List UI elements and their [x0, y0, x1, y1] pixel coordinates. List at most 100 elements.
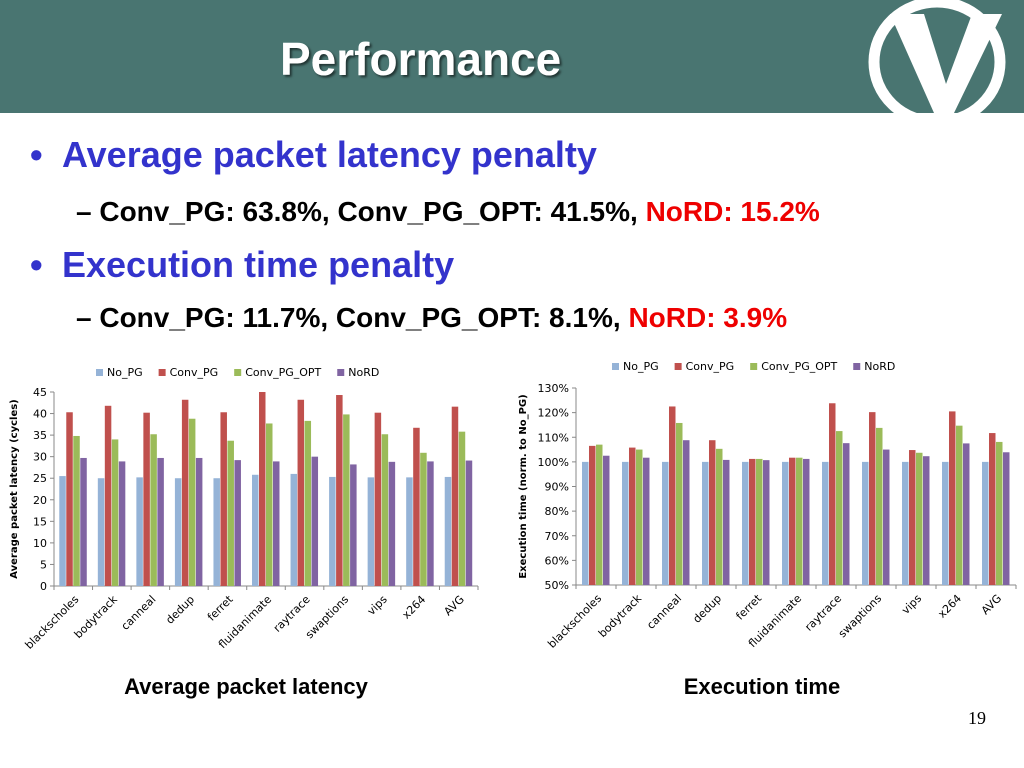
latency-bar-NoRD-fluidanimate [273, 461, 280, 586]
latency-legend-swatch-3 [337, 369, 345, 376]
exectime-y-tick-label: 90% [545, 481, 569, 494]
exectime-legend-label-2: Conv_PG_OPT [761, 360, 837, 373]
sub-bullet-highlight: NoRD: 3.9% [628, 302, 788, 333]
exectime-bar-Conv_PG_OPT-blackscholes [596, 444, 603, 585]
exectime-bar-Conv_PG-canneal [669, 406, 676, 585]
exectime-bar-Conv_PG-swaptions [869, 412, 876, 585]
bullet-text: Execution time penalty [62, 244, 455, 285]
exectime-bar-No_PG-fluidanimate [782, 461, 789, 585]
exectime-bar-No_PG-bodytrack [622, 461, 629, 585]
exectime-x-tick-label: canneal [644, 592, 684, 632]
exectime-bar-Conv_PG_OPT-x264 [956, 425, 963, 585]
latency-bar-No_PG-swaptions [329, 476, 336, 586]
exectime-bar-No_PG-blackscholes [582, 461, 589, 585]
exectime-bar-NoRD-vips [923, 456, 930, 585]
latency-bar-Conv_PG_OPT-dedup [188, 418, 196, 586]
exectime-bar-Conv_PG-bodytrack [629, 447, 636, 585]
latency-y-tick-label: 30 [33, 451, 47, 464]
latency-bar-Conv_PG_OPT-blackscholes [73, 435, 80, 586]
latency-bar-No_PG-raytrace [290, 473, 298, 586]
latency-bar-NoRD-swaptions [350, 464, 357, 586]
latency-legend-swatch-2 [234, 369, 242, 376]
latency-y-tick-label: 20 [33, 494, 47, 507]
exectime-bar-NoRD-raytrace [843, 443, 850, 585]
exectime-bar-Conv_PG_OPT-vips [916, 452, 923, 585]
exectime-y-tick-label: 120% [538, 407, 569, 420]
latency-y-tick-label: 45 [33, 386, 47, 399]
exectime-bar-Conv_PG_OPT-fluidanimate [796, 457, 803, 585]
sub-bullet: – Conv_PG: 11.7%, Conv_PG_OPT: 8.1%, NoR… [76, 302, 787, 334]
sub-bullet-text: Conv_PG: 63.8%, Conv_PG_OPT: 41.5%, [99, 196, 638, 227]
exectime-bar-Conv_PG_OPT-ferret [756, 458, 763, 585]
latency-bar-No_PG-fluidanimate [252, 474, 259, 586]
latency-bar-Conv_PG-vips [374, 412, 382, 586]
exectime-bar-No_PG-swaptions [862, 461, 869, 585]
exectime-x-tick-label: AVG [979, 592, 1004, 617]
exectime-legend-swatch-2 [750, 363, 758, 370]
exectime-bar-NoRD-x264 [963, 443, 970, 585]
sub-bullet: – Conv_PG: 63.8%, Conv_PG_OPT: 41.5%, No… [76, 196, 820, 228]
left-chart-caption: Average packet latency [124, 674, 368, 699]
exectime-bar-NoRD-bodytrack [643, 457, 650, 585]
exectime-x-tick-label: vips [899, 592, 924, 617]
latency-bar-No_PG-x264 [406, 477, 413, 586]
latency-bar-Conv_PG-swaptions [336, 395, 343, 586]
latency-bar-Conv_PG_OPT-bodytrack [111, 439, 119, 586]
latency-x-tick-label: ferret [205, 592, 236, 623]
latency-bar-Conv_PG-bodytrack [104, 405, 112, 586]
logo-icon [868, 0, 1006, 113]
exectime-bar-NoRD-swaptions [883, 449, 890, 585]
latency-legend-label-0: No_PG [107, 366, 143, 379]
execution-time-chart: No_PG Conv_PG Conv_PG_OPT NoRD Execution tim… [518, 360, 1017, 651]
latency-y-tick-label: 35 [33, 429, 47, 442]
latency-bar-Conv_PG-ferret [220, 412, 227, 586]
latency-bar-NoRD-raytrace [311, 456, 319, 586]
latency-bar-NoRD-bodytrack [118, 461, 126, 586]
latency-bar-Conv_PG-AVG [451, 406, 459, 586]
latency-y-axis-label: Average packet latency (cycles) [9, 399, 20, 579]
exectime-bar-Conv_PG_OPT-swaptions [876, 427, 883, 585]
latency-bar-NoRD-dedup [195, 457, 203, 586]
latency-legend-swatch-0 [96, 369, 103, 376]
exectime-y-tick-label: 70% [545, 530, 569, 543]
latency-bar-No_PG-canneal [136, 477, 143, 586]
latency-bar-No_PG-vips [367, 477, 375, 586]
exectime-legend-swatch-0 [612, 363, 619, 370]
latency-x-tick-label: AVG [441, 593, 466, 618]
exectime-bar-NoRD-canneal [683, 440, 690, 585]
exectime-bar-Conv_PG-ferret [749, 458, 756, 585]
exectime-x-tick-label: bodytrack [596, 591, 645, 640]
exectime-bar-Conv_PG-dedup [709, 440, 716, 585]
latency-bar-Conv_PG-blackscholes [66, 412, 73, 586]
exectime-y-tick-label: 50% [545, 579, 569, 592]
latency-bar-Conv_PG-dedup [181, 399, 189, 586]
latency-legend-label-2: Conv_PG_OPT [245, 366, 321, 379]
latency-bar-Conv_PG_OPT-fluidanimate [266, 423, 273, 586]
latency-bar-NoRD-blackscholes [80, 457, 87, 586]
exectime-bar-No_PG-AVG [982, 461, 989, 585]
exectime-bar-Conv_PG-vips [909, 450, 916, 585]
latency-bar-Conv_PG_OPT-vips [381, 434, 389, 586]
latency-bar-Conv_PG_OPT-canneal [150, 434, 157, 586]
latency-chart: No_PG Conv_PG Conv_PG_OPT NoRD Average packe… [9, 366, 479, 652]
exectime-legend-label-1: Conv_PG [686, 360, 735, 373]
exectime-y-axis-label: Execution time (norm. to No_PG) [518, 394, 529, 578]
bullet-text: Average packet latency penalty [62, 134, 597, 175]
latency-bar-Conv_PG_OPT-x264 [420, 452, 427, 586]
exectime-bar-No_PG-raytrace [822, 461, 829, 585]
latency-y-tick-label: 15 [33, 515, 47, 528]
right-chart-caption: Execution time [683, 674, 841, 699]
dash-icon: – [76, 196, 100, 227]
exectime-bar-NoRD-AVG [1003, 452, 1010, 585]
bullet-dot-icon: • [30, 134, 43, 175]
latency-y-tick-label: 10 [33, 537, 47, 550]
exectime-legend-label-0: No_PG [623, 360, 659, 373]
slide-title: Performance [280, 33, 562, 85]
exectime-legend-swatch-3 [853, 363, 861, 370]
latency-bar-No_PG-ferret [213, 478, 220, 586]
exectime-x-tick-label: blackscholes [545, 592, 604, 651]
latency-y-tick-label: 0 [40, 580, 47, 593]
latency-bar-NoRD-AVG [465, 460, 473, 586]
exectime-x-tick-label: x264 [935, 592, 964, 621]
exectime-legend-label-3: NoRD [864, 360, 895, 373]
